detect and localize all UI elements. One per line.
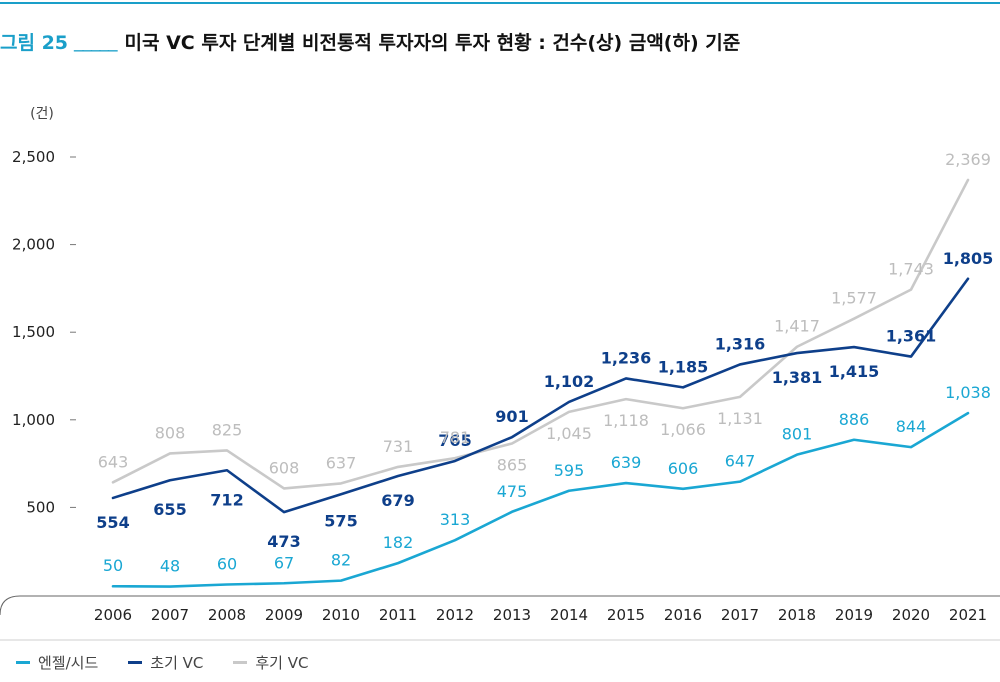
- legend-label-late-vc: 후기 VC: [255, 654, 309, 672]
- data-label-early-vc: 1,185: [658, 357, 709, 376]
- data-label-early-vc: 473: [267, 532, 300, 551]
- top-rule: [0, 2, 1000, 4]
- figure-title-row: 그림 25 _____ 미국 VC 투자 단계별 비전통적 투자자의 투자 현황…: [0, 26, 740, 56]
- x-tick-label: 2017: [721, 606, 759, 624]
- data-label-angel-seed: 67: [274, 553, 294, 572]
- figure-title: 미국 VC 투자 단계별 비전통적 투자자의 투자 현황 : 건수(상) 금액(…: [124, 31, 741, 54]
- data-label-early-vc: 765: [438, 431, 471, 450]
- x-tick-label: 2018: [778, 606, 816, 624]
- data-label-late-vc: 808: [155, 423, 186, 442]
- y-tick-label: 1,000: [12, 411, 55, 429]
- data-label-late-vc: 1,118: [603, 411, 649, 430]
- y-tick-label: 2,000: [12, 236, 55, 254]
- legend-item-late-vc: 후기 VC: [233, 652, 308, 673]
- data-label-late-vc: 731: [383, 437, 414, 456]
- data-label-late-vc: 1,417: [774, 317, 820, 336]
- x-tick-label: 2019: [835, 606, 873, 624]
- y-tick-label: 2,500: [12, 148, 55, 166]
- data-label-angel-seed: 313: [440, 510, 471, 529]
- data-label-late-vc: 2,369: [945, 150, 991, 169]
- x-tick-label: 2016: [664, 606, 702, 624]
- data-label-late-vc: 608: [269, 458, 300, 477]
- figure-blank: _____: [74, 30, 117, 52]
- x-tick-label: 2011: [379, 606, 417, 624]
- data-label-early-vc: 554: [96, 513, 129, 532]
- x-tick-label: 2020: [892, 606, 930, 624]
- x-tick-label: 2012: [436, 606, 474, 624]
- legend-label-angel-seed: 엔젤/시드: [38, 654, 99, 672]
- unit-label: (건): [30, 106, 54, 122]
- data-label-late-vc: 643: [98, 452, 129, 471]
- data-label-angel-seed: 50: [103, 556, 123, 575]
- y-tick-label: 500: [26, 498, 55, 516]
- x-axis-line: [0, 595, 1000, 616]
- data-label-angel-seed: 886: [839, 410, 870, 429]
- data-label-angel-seed: 639: [611, 453, 642, 472]
- data-label-late-vc: 781: [440, 428, 471, 447]
- data-label-angel-seed: 48: [160, 557, 180, 576]
- data-label-angel-seed: 60: [217, 554, 237, 573]
- x-tick-label: 2008: [208, 606, 246, 624]
- series-line-early-vc: [111, 277, 970, 514]
- data-label-early-vc: 1,316: [715, 334, 766, 353]
- x-tick-label: 2007: [151, 606, 189, 624]
- legend-item-angel-seed: 엔젤/시드: [16, 652, 98, 673]
- data-label-angel-seed: 182: [383, 533, 414, 552]
- legend: 엔젤/시드 초기 VC 후기 VC: [16, 652, 338, 673]
- data-label-early-vc: 655: [153, 500, 186, 519]
- data-label-angel-seed: 1,038: [945, 383, 991, 402]
- data-label-angel-seed: 801: [782, 425, 813, 444]
- data-label-early-vc: 1,102: [544, 372, 595, 391]
- data-label-late-vc: 1,131: [717, 409, 763, 428]
- data-label-late-vc: 865: [497, 455, 528, 474]
- data-label-angel-seed: 595: [554, 461, 585, 480]
- data-label-angel-seed: 844: [896, 417, 927, 436]
- legend-swatch-angel-seed: [16, 661, 30, 664]
- data-label-angel-seed: 475: [497, 482, 528, 501]
- x-tick-label: 2021: [949, 606, 987, 624]
- data-label-early-vc: 712: [210, 490, 243, 509]
- data-label-late-vc: 1,045: [546, 424, 592, 443]
- legend-swatch-early-vc: [128, 661, 143, 664]
- x-tick-label: 2006: [94, 606, 132, 624]
- data-label-early-vc: 1,236: [601, 348, 652, 367]
- data-label-angel-seed: 82: [331, 551, 351, 570]
- legend-label-early-vc: 초기 VC: [150, 654, 204, 672]
- x-tick-label: 2009: [265, 606, 303, 624]
- data-label-late-vc: 825: [212, 420, 243, 439]
- series-line-late-vc: [111, 178, 970, 490]
- figure-number: 그림 25: [0, 31, 69, 54]
- data-label-late-vc: 637: [326, 453, 357, 472]
- legend-item-early-vc: 초기 VC: [128, 652, 203, 673]
- data-label-early-vc: 901: [495, 407, 528, 426]
- series-line-angel-seed: [111, 411, 970, 588]
- data-label-early-vc: 1,805: [943, 249, 994, 268]
- data-label-early-vc: 679: [381, 491, 414, 510]
- data-label-early-vc: 1,415: [829, 362, 880, 381]
- x-tick-label: 2013: [493, 606, 531, 624]
- data-label-early-vc: 575: [324, 511, 357, 530]
- x-tick-label: 2015: [607, 606, 645, 624]
- data-label-angel-seed: 606: [668, 459, 699, 478]
- x-tick-label: 2010: [322, 606, 360, 624]
- y-tick-label: 1,500: [12, 323, 55, 341]
- data-label-late-vc: 1,066: [660, 420, 706, 439]
- data-label-late-vc: 1,577: [831, 289, 877, 308]
- legend-swatch-late-vc: [233, 661, 248, 664]
- data-label-late-vc: 1,743: [888, 260, 934, 279]
- x-tick-label: 2014: [550, 606, 588, 624]
- data-label-angel-seed: 647: [725, 452, 756, 471]
- data-label-early-vc: 1,381: [772, 368, 823, 387]
- data-label-early-vc: 1,361: [886, 327, 937, 346]
